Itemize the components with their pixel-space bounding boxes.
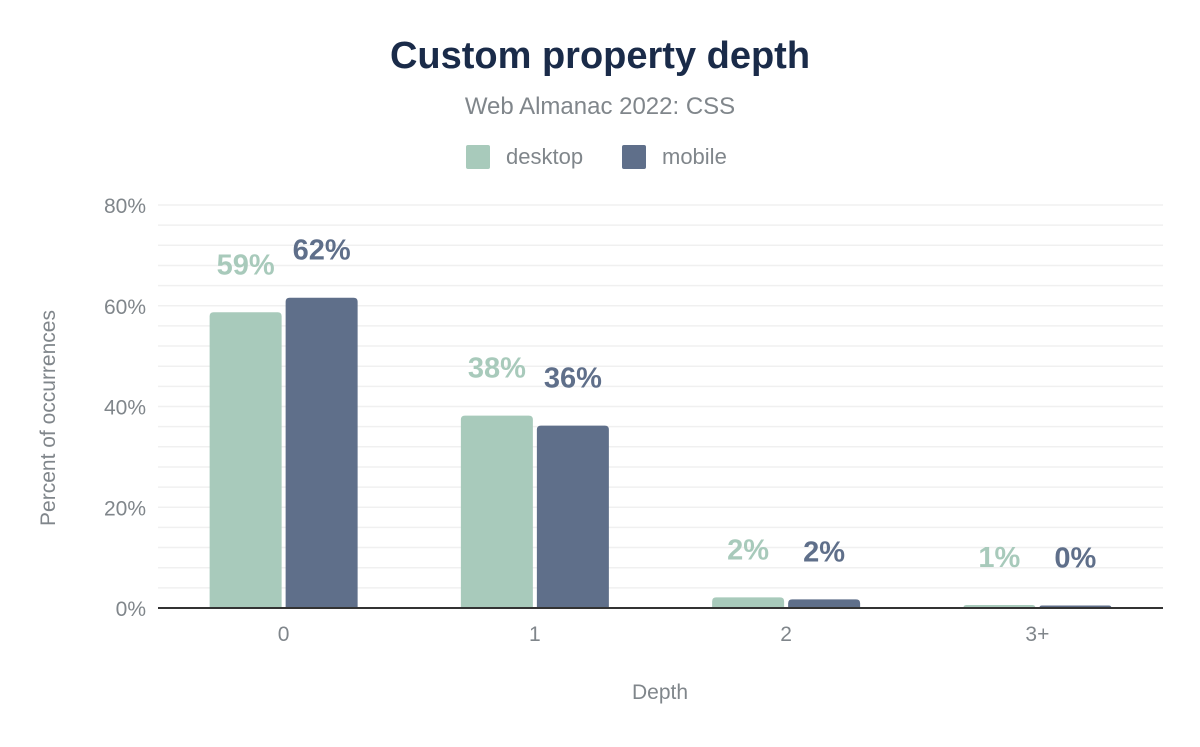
y-axis-label: Percent of occurrences (37, 310, 60, 526)
y-axis: 0% 20% 40% 60% 80% (104, 195, 146, 621)
data-label-mobile: 36% (544, 363, 602, 395)
bar-desktop (460, 415, 533, 608)
data-label-mobile: 62% (293, 235, 351, 267)
legend-label-desktop: desktop (506, 144, 583, 169)
x-tick-label: 1 (529, 623, 541, 646)
bars: 59% 62% 38% 36% 2% 2% 1% 0% (209, 235, 1112, 608)
bar-mobile (285, 297, 358, 608)
data-label-desktop: 38% (468, 353, 526, 385)
y-tick-label: 80% (104, 195, 146, 218)
chart-subtitle: Web Almanac 2022: CSS (465, 93, 735, 120)
legend-label-mobile: mobile (662, 144, 727, 169)
y-tick-label: 60% (104, 296, 146, 319)
x-axis: 0 1 2 3+ (278, 623, 1050, 646)
data-label-desktop: 2% (727, 534, 769, 566)
data-label-desktop: 1% (978, 542, 1020, 574)
data-label-mobile: 2% (803, 536, 845, 568)
bar-mobile (788, 599, 861, 608)
x-tick-label: 3+ (1025, 623, 1049, 646)
bar-desktop (712, 597, 785, 608)
legend-swatch-desktop (466, 145, 490, 169)
x-axis-label: Depth (632, 681, 688, 704)
data-label-desktop: 59% (217, 249, 275, 281)
y-tick-label: 0% (116, 598, 146, 621)
data-label-mobile: 0% (1054, 542, 1096, 574)
legend: desktop mobile (466, 144, 727, 169)
y-tick-label: 40% (104, 397, 146, 420)
x-tick-label: 0 (278, 623, 290, 646)
bar-desktop (209, 312, 282, 608)
bar-mobile (536, 425, 609, 608)
y-tick-label: 20% (104, 497, 146, 520)
chart-title: Custom property depth (390, 35, 810, 77)
x-tick-label: 2 (780, 623, 792, 646)
legend-swatch-mobile (622, 145, 646, 169)
